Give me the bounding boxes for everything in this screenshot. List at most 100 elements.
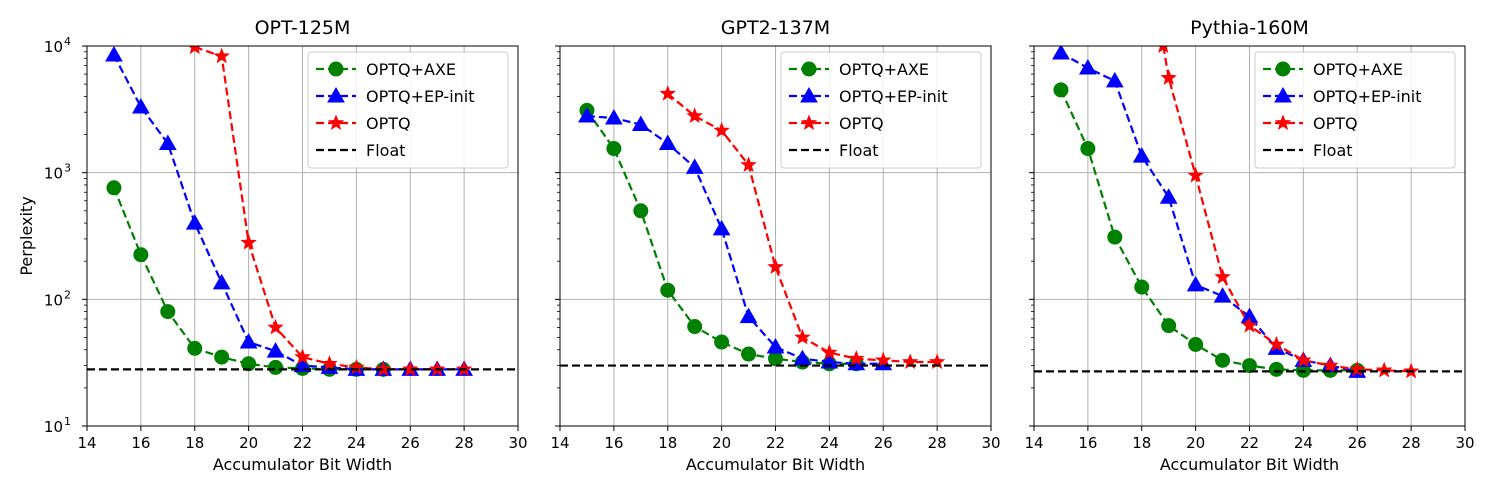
series-optq <box>659 85 946 369</box>
data-point <box>132 97 150 114</box>
data-point <box>658 134 677 150</box>
y-tick-exponent: 3 <box>64 162 71 175</box>
legend-label: OPTQ+AXE <box>366 60 456 79</box>
legend-marker <box>328 61 344 77</box>
legend-label: OPTQ+EP-init <box>1313 87 1422 106</box>
series-area <box>87 46 518 377</box>
data-point <box>578 107 596 123</box>
x-tick-label: 30 <box>981 434 1000 452</box>
series-optq <box>188 46 473 377</box>
data-point <box>1241 317 1258 333</box>
data-point <box>1052 46 1070 60</box>
series-area <box>1034 46 1465 379</box>
x-tick-label: 26 <box>1348 434 1367 452</box>
data-point <box>686 107 703 123</box>
legend-item: OPTQ <box>789 114 884 133</box>
chart-title: OPT-125M <box>255 17 351 39</box>
x-tick-label: 22 <box>766 434 785 452</box>
data-point <box>106 180 122 196</box>
series-optq-axe <box>106 180 391 377</box>
x-axis-label: Accumulator Bit Width <box>686 455 865 474</box>
data-point <box>1375 361 1393 378</box>
data-point <box>1215 352 1231 368</box>
data-point <box>375 360 392 377</box>
plot-frame <box>1033 45 1466 427</box>
data-point <box>766 338 785 354</box>
data-point <box>133 247 149 263</box>
x-tick-label: 20 <box>712 434 731 452</box>
legend-marker <box>801 61 817 77</box>
data-point <box>685 158 704 174</box>
data-point <box>714 334 730 350</box>
data-point <box>1161 318 1177 334</box>
data-point <box>659 85 676 101</box>
chart-panel-2: 14 16 18 20 22 24 26 28 30 GPT2-137M Accumulator B… <box>550 17 1000 474</box>
legend-marker <box>1274 86 1292 103</box>
legend: OPTQ+AXE OPTQ+EP-init OPTQ Float <box>307 51 509 169</box>
data-point <box>293 356 312 373</box>
legend-item: OPTQ <box>316 114 411 133</box>
data-point <box>268 359 284 375</box>
y-tick-label: 10 <box>44 38 63 56</box>
data-point <box>160 304 176 320</box>
data-point <box>185 214 204 230</box>
legend-label: OPTQ <box>1313 114 1358 133</box>
data-point <box>848 350 865 366</box>
y-tick-label: 10 <box>44 165 63 183</box>
data-point <box>741 346 757 362</box>
data-point <box>606 141 622 157</box>
data-point <box>739 307 758 324</box>
data-point <box>1105 71 1124 88</box>
data-point <box>1214 268 1231 285</box>
plot-frame <box>86 45 519 427</box>
data-point <box>1188 336 1204 352</box>
data-point <box>187 340 203 356</box>
x-tick-label: 28 <box>455 434 474 452</box>
data-point <box>633 203 649 219</box>
x-tick-label: 18 <box>658 434 677 452</box>
y-tick-exponent: 1 <box>64 415 71 428</box>
legend: OPTQ+AXE OPTQ+EP-init OPTQ Float <box>780 51 982 169</box>
legend-box <box>780 51 982 169</box>
data-point <box>214 349 230 365</box>
legend-item: Float <box>789 141 879 160</box>
x-tick-label: 30 <box>1455 434 1474 452</box>
legend-label: OPTQ+EP-init <box>366 87 475 106</box>
legend-marker <box>1275 61 1291 77</box>
data-point <box>1322 356 1339 373</box>
legend-marker <box>327 86 345 103</box>
legend-label: OPTQ+AXE <box>1313 60 1403 79</box>
x-tick-label: 18 <box>185 434 204 452</box>
series-area <box>560 85 991 372</box>
legend-label: OPTQ+EP-init <box>839 87 948 106</box>
legend-item: OPTQ+AXE <box>789 60 929 79</box>
legend-item: Float <box>1263 141 1353 160</box>
x-tick-label: 24 <box>347 434 366 452</box>
data-point <box>1349 360 1366 377</box>
x-tick-label: 14 <box>1024 434 1043 452</box>
legend-item: OPTQ <box>1263 114 1358 133</box>
legend-label: Float <box>366 141 406 160</box>
legend-label: OPTQ <box>839 114 884 133</box>
data-point <box>1186 275 1205 292</box>
data-point <box>1080 141 1096 157</box>
y-tick-label: 10 <box>44 291 63 309</box>
y-axis-label: Perplexity <box>17 196 36 275</box>
series-line <box>112 187 384 371</box>
data-point <box>266 342 285 358</box>
x-tick-label: 18 <box>1132 434 1151 452</box>
data-point <box>713 121 730 138</box>
data-point <box>1053 82 1069 98</box>
legend-label: OPTQ <box>366 114 411 133</box>
data-point <box>1295 351 1312 368</box>
y-tick-label: 10 <box>44 418 63 436</box>
series-line <box>586 109 857 365</box>
x-tick-label: 28 <box>928 434 947 452</box>
data-point <box>212 273 231 290</box>
data-point <box>267 318 284 335</box>
data-point <box>241 356 257 372</box>
x-axis-label: Accumulator Bit Width <box>213 455 392 474</box>
data-point <box>239 333 258 349</box>
